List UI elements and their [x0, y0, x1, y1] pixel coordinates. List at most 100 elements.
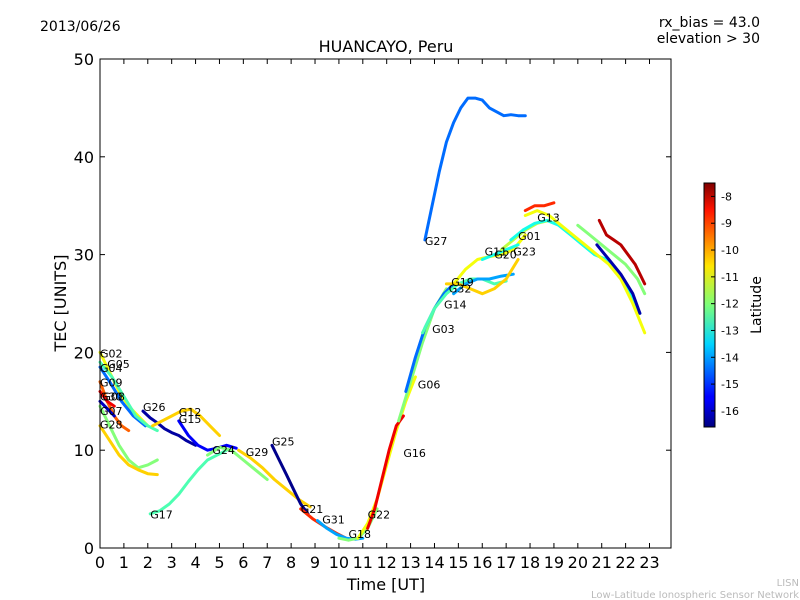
x-tick-label: 17 [496, 553, 516, 572]
label-g18: G18 [349, 528, 372, 541]
colorbar-label: Latitude [749, 276, 765, 334]
x-axis-label: Time [UT] [346, 575, 425, 594]
label-g21: G21 [301, 503, 324, 516]
label-g17: G17 [150, 509, 173, 522]
x-tick-label: 12 [377, 553, 397, 572]
label-g26: G26 [143, 401, 166, 414]
label-g09: G09 [100, 377, 123, 390]
x-tick-label: 3 [167, 553, 177, 572]
x-tick-label: 13 [400, 553, 420, 572]
x-axis: 0 1 2 3 4 5 6 7 8 9 10 11 12 13 14 15 16 17 18 19 20 21 22 23 [95, 59, 660, 572]
y-tick-label: 30 [74, 246, 94, 265]
label-g27: G27 [425, 235, 448, 248]
series-g15 [177, 419, 238, 452]
series-g12 [151, 407, 221, 437]
y-axis-label: TEC [UNITS] [51, 255, 70, 353]
label-g13: G13 [537, 211, 560, 224]
date-label: 2013/06/26 [40, 19, 121, 35]
x-tick-label: 10 [329, 553, 349, 572]
label-g03: G03 [432, 323, 455, 336]
label-g14: G14 [444, 298, 467, 311]
label-g20: G20 [494, 249, 517, 262]
series-g10 [523, 201, 556, 213]
colorbar-tick-label: -9 [721, 217, 732, 230]
series-g28 [98, 424, 159, 477]
series-g26 [141, 409, 198, 447]
x-tick-label: 23 [639, 553, 659, 572]
label-g16: G16 [403, 447, 426, 460]
y-tick-label: 0 [84, 539, 94, 558]
x-tick-label: 1 [119, 553, 129, 572]
series-g16 [366, 414, 405, 530]
y-tick-label: 40 [74, 148, 94, 167]
label-g29: G29 [246, 446, 269, 459]
series-g27 [423, 96, 527, 242]
colorbar-tick-label: -11 [721, 271, 739, 284]
series-unlabeled-33 [595, 243, 642, 315]
colorbar-tick-label: -12 [721, 298, 739, 311]
label-g31: G31 [322, 514, 345, 527]
x-tick-label: 9 [310, 553, 320, 572]
label-g19: G19 [451, 276, 474, 289]
credit-short: LISN [777, 578, 799, 589]
x-tick-label: 18 [520, 553, 540, 572]
colorbar-tick-label: -13 [721, 324, 739, 337]
x-tick-label: 22 [615, 553, 635, 572]
colorbar-tick-label: -16 [721, 405, 739, 418]
x-tick-label: 8 [286, 553, 296, 572]
series-g11 [444, 258, 520, 296]
series-g04 [98, 365, 147, 428]
x-tick-label: 4 [190, 553, 200, 572]
chart-title: HUANCAYO, Peru [319, 37, 454, 56]
label-g32: G32 [449, 283, 472, 296]
series-layer [98, 96, 647, 542]
label-g30: G30 [100, 390, 123, 403]
label-g24: G24 [212, 444, 235, 457]
colorbar-tick-label: -10 [721, 244, 739, 257]
x-tick-label: 16 [472, 553, 492, 572]
series-g05 [98, 360, 159, 433]
x-tick-label: 15 [448, 553, 468, 572]
x-tick-label: 6 [238, 553, 248, 572]
label-g15: G15 [179, 413, 202, 426]
series-g30 [98, 390, 116, 408]
series-g24 [206, 445, 269, 481]
series-g25 [270, 443, 310, 516]
colorbar-ticks: -8 -9 -10 -11 -12 -13 -14 -15 -16 [711, 190, 739, 418]
series-g13 [523, 209, 647, 335]
colorbar-tick-label: -8 [721, 190, 732, 203]
label-g07: G07 [100, 405, 123, 418]
series-g20 [480, 243, 520, 261]
label-g11: G11 [485, 246, 508, 259]
x-tick-label: 21 [592, 553, 612, 572]
credit-long: Low-Latitude Ionospheric Sensor Network [591, 590, 799, 600]
label-g23: G23 [513, 246, 536, 259]
y-tick-label: 20 [74, 343, 94, 362]
series-g17 [148, 448, 229, 516]
label-g01: G01 [518, 230, 541, 243]
label-g02: G02 [100, 347, 123, 360]
series-unlabeled-32 [576, 223, 647, 296]
x-tick-label: 14 [424, 553, 444, 572]
x-tick-label: 11 [353, 553, 373, 572]
colorbar-tick-label: -15 [721, 378, 739, 391]
rx-bias-label: rx_bias = 43.0 [659, 15, 760, 31]
y-axis: 0 10 20 30 40 50 [74, 50, 671, 558]
colorbar-tick-label: -14 [721, 351, 739, 364]
x-tick-label: 19 [544, 553, 564, 572]
label-g12: G12 [179, 406, 202, 419]
label-g06: G06 [418, 379, 441, 392]
elevation-label: elevation > 30 [657, 31, 760, 47]
y-tick-label: 10 [74, 441, 94, 460]
series-unlabeled-34 [597, 218, 647, 286]
x-tick-label: 5 [214, 553, 224, 572]
label-g04: G04 [100, 362, 123, 375]
label-g05: G05 [107, 358, 130, 371]
series-g08 [98, 399, 116, 418]
series-g07 [98, 404, 159, 470]
x-tick-label: 0 [95, 553, 105, 572]
plot-frame [99, 58, 672, 549]
x-tick-label: 20 [568, 553, 588, 572]
